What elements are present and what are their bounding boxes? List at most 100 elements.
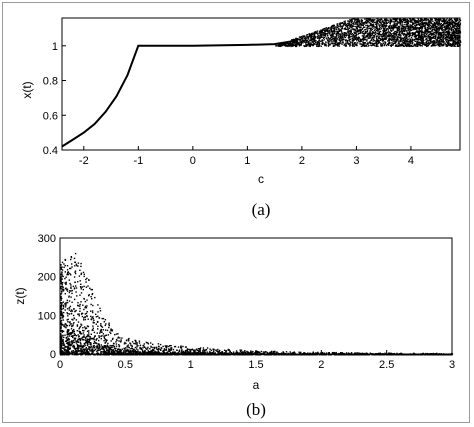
plot-a-point xyxy=(443,23,446,25)
plot-a-point xyxy=(436,27,438,30)
plot-a-point xyxy=(430,24,432,27)
plot-a-point xyxy=(399,20,401,23)
plot-a-point xyxy=(355,18,357,21)
plot-a-point xyxy=(342,25,344,27)
plot-b-point xyxy=(72,339,75,342)
plot-a-point xyxy=(390,25,392,27)
plot-a-point xyxy=(428,25,430,28)
plot-a-point xyxy=(372,35,375,37)
plot-a-point xyxy=(406,30,408,32)
plot-a-point xyxy=(383,19,386,21)
plot-b-point xyxy=(69,351,71,354)
plot-a-point xyxy=(373,32,376,34)
plot-a-point xyxy=(377,45,379,47)
plot-a-point xyxy=(428,19,430,22)
plot-a-point xyxy=(302,35,304,37)
plot-a-point xyxy=(399,24,401,26)
plot-a-point xyxy=(433,27,435,29)
plot-a-point xyxy=(414,22,416,24)
plot-a-point xyxy=(418,28,420,31)
plot-b-point xyxy=(70,309,73,311)
plot-a-point xyxy=(368,37,370,39)
plot-a-point xyxy=(370,28,372,30)
plot-a-point xyxy=(332,38,334,40)
plot-a-point xyxy=(324,30,327,33)
plot-a-point xyxy=(385,21,388,23)
plot-a-point xyxy=(318,37,320,39)
plot-a-point xyxy=(322,42,324,44)
plot-a-point xyxy=(428,35,430,37)
plot-b-point xyxy=(199,350,201,353)
plot-a-point xyxy=(394,25,397,27)
plot-a-point xyxy=(455,41,457,44)
plot-a-point xyxy=(357,37,359,39)
plot-a-point xyxy=(433,42,435,44)
plot-b-point xyxy=(140,348,142,350)
plot-a-point xyxy=(441,34,444,36)
plot-a-point xyxy=(317,32,319,34)
plot-a-point xyxy=(416,21,418,23)
plot-b-point xyxy=(60,278,62,280)
plot-b-point xyxy=(85,336,87,339)
plot-b-point xyxy=(69,267,71,270)
plot-a-point xyxy=(368,33,370,35)
plot-a-point xyxy=(361,19,364,21)
plot-a-point xyxy=(450,33,453,35)
plot-a-point xyxy=(368,22,370,24)
plot-a-point xyxy=(366,25,369,27)
plot-a-point xyxy=(448,33,450,35)
plot-a-point xyxy=(354,29,356,31)
plot-a-point xyxy=(411,34,413,37)
plot-a-point xyxy=(425,19,427,21)
plot-b-point xyxy=(73,334,76,337)
plot-a-point xyxy=(339,23,341,25)
plot-a-point xyxy=(353,18,355,20)
plot-a-point xyxy=(372,31,374,33)
plot-a-point xyxy=(448,24,450,26)
plot-a-point xyxy=(386,44,388,47)
plot-a-point xyxy=(458,26,461,28)
plot-a-point xyxy=(303,40,305,42)
plot-a-point xyxy=(321,41,323,43)
plot-a-point xyxy=(450,39,452,41)
plot-a-point xyxy=(420,20,422,23)
plot-a-point xyxy=(425,38,427,40)
plot-a-point xyxy=(452,24,454,26)
plot-a-point xyxy=(401,39,403,41)
plot-a-point xyxy=(390,38,392,40)
plot-a-point xyxy=(397,33,399,35)
plot-b-point xyxy=(164,349,166,351)
plot-a-point xyxy=(363,35,365,37)
plot-a-point xyxy=(341,27,343,29)
plot-a-point xyxy=(404,28,406,30)
plot-a-point xyxy=(383,35,386,37)
plot-a-point xyxy=(419,44,421,46)
plot-b-point xyxy=(239,349,241,351)
plot-a-point xyxy=(369,22,371,24)
plot-a-point xyxy=(424,32,426,34)
plot-a-point xyxy=(405,37,407,39)
plot-a-point xyxy=(376,35,378,37)
plot-b-point xyxy=(355,352,357,354)
plot-a-point xyxy=(353,32,356,34)
plot-a-point xyxy=(422,38,424,40)
plot-a-point xyxy=(335,33,337,35)
plot-a-point xyxy=(357,21,359,24)
plot-a-point xyxy=(343,20,345,23)
plot-b-point xyxy=(61,266,63,268)
plot-a-point xyxy=(423,21,425,24)
plot-a-point xyxy=(415,44,417,46)
plot-a-point xyxy=(456,45,458,47)
plot-b-point xyxy=(159,348,161,351)
plot-a-point xyxy=(331,25,333,27)
plot-a-point xyxy=(306,39,308,41)
chart-a: -2 -1 0 1 2 3 4 0.40.60.81 c x(t) (a) xyxy=(20,17,462,219)
plot-a-point xyxy=(430,34,433,36)
plot-a-point xyxy=(409,18,411,20)
plot-a-y-tick-label-2: 0.8 xyxy=(43,76,58,88)
plot-a-x-tick-label-4: 2 xyxy=(299,155,305,167)
plot-b-point xyxy=(73,351,75,354)
plot-a-point xyxy=(379,21,381,24)
plot-b-point xyxy=(350,352,353,354)
plot-a-point xyxy=(335,31,337,33)
